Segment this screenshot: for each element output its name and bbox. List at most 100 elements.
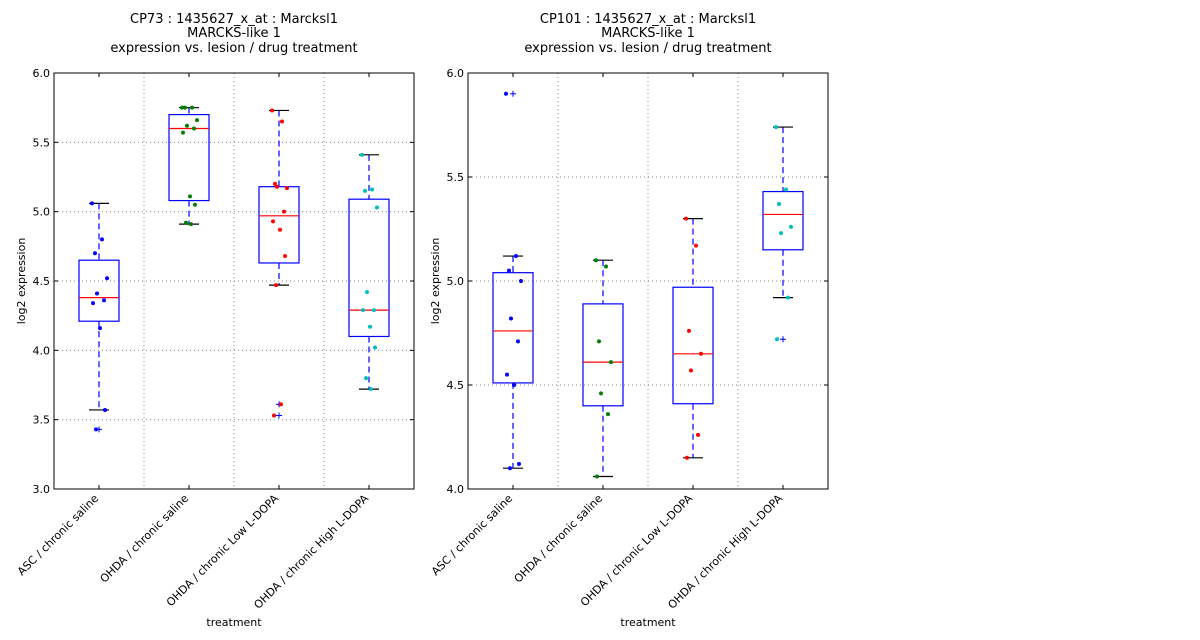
box-iqr: [348, 198, 390, 338]
data-point: [699, 351, 703, 356]
data-point: [516, 339, 520, 344]
data-point: [368, 324, 372, 329]
data-point: [786, 295, 790, 300]
data-point: [361, 308, 365, 313]
data-point: [192, 126, 196, 131]
data-point: [270, 108, 274, 113]
data-point: [519, 279, 523, 283]
chart-title-line-3: expression vs. lesion / drug treatment: [110, 41, 357, 56]
data-point: [98, 326, 102, 331]
y-tick-label: 5.0: [447, 275, 465, 288]
data-point: [687, 328, 691, 333]
y-tick-label: 4.5: [33, 275, 51, 288]
data-point: [272, 413, 276, 418]
data-point: [102, 298, 106, 303]
box-iqr: [78, 259, 120, 322]
y-tick-label: 4.0: [33, 344, 51, 357]
y-tick-label: 4.5: [447, 379, 465, 392]
data-point: [365, 290, 369, 295]
data-point: [274, 283, 278, 288]
data-point: [271, 219, 275, 224]
data-point: [285, 186, 289, 191]
box-3: [672, 216, 714, 460]
box-2: [168, 105, 210, 227]
axes-frame: [467, 72, 829, 490]
data-point: [280, 119, 284, 124]
data-point: [507, 268, 511, 273]
data-point: [789, 224, 793, 229]
chart-title-line-2: MARCKS-like 1: [187, 26, 281, 41]
data-point: [195, 118, 199, 123]
data-point: [609, 360, 613, 365]
data-point: [184, 220, 188, 225]
chart-title-line-3: expression vs. lesion / drug treatment: [524, 41, 771, 56]
data-point: [777, 202, 781, 207]
box-3: [258, 108, 300, 419]
data-point: [508, 466, 512, 471]
data-point: [685, 455, 689, 460]
data-point: [774, 125, 778, 130]
chart-panel-cp73: CP73 : 1435627_x_at : Marcksl1 MARCKS-li…: [15, 12, 415, 629]
y-tick-label: 3.0: [33, 483, 51, 496]
box-iqr: [168, 113, 210, 202]
y-tick-label: 5.5: [447, 171, 465, 184]
chart-title-line-1: CP101 : 1435627_x_at : Marcksl1: [540, 12, 756, 27]
y-tick-label: 6.0: [447, 67, 465, 80]
data-point: [779, 231, 783, 236]
data-point: [594, 258, 598, 263]
box-iqr: [672, 286, 714, 405]
data-point: [775, 337, 779, 342]
data-point: [684, 216, 688, 221]
x-tick-label: OHDA / chronic saline: [512, 492, 606, 586]
data-point: [93, 251, 97, 256]
data-point: [372, 308, 376, 313]
data-point: [364, 376, 368, 381]
data-point: [100, 237, 104, 242]
chart-panel-cp101: CP101 : 1435627_x_at : Marcksl1 MARCKS-l…: [429, 12, 829, 629]
data-point: [512, 383, 516, 387]
data-point: [504, 91, 508, 96]
data-point: [273, 181, 277, 186]
data-point: [784, 187, 788, 192]
data-point: [278, 227, 282, 232]
y-tick-label: 3.5: [33, 414, 51, 427]
data-point: [514, 254, 518, 259]
data-point: [183, 105, 187, 110]
data-point: [604, 264, 608, 269]
x-tick-label: ASC / chronic saline: [429, 492, 515, 578]
box-1: [492, 90, 534, 471]
data-point: [694, 243, 698, 248]
y-tick-label: 4.0: [447, 483, 465, 496]
axes-frame: [53, 72, 415, 490]
x-tick-label: OHDA / chronic saline: [98, 492, 192, 586]
chart-title-line-1: CP73 : 1435627_x_at : Marcksl1: [130, 12, 338, 27]
data-point: [91, 301, 95, 306]
data-point: [185, 123, 189, 128]
data-point: [505, 372, 509, 377]
data-point: [181, 130, 185, 135]
box-iqr: [258, 186, 300, 264]
x-axis-label: treatment: [206, 616, 262, 629]
data-point: [193, 202, 197, 207]
data-point: [517, 462, 521, 467]
y-tick-label: 6.0: [33, 67, 51, 80]
data-point: [94, 427, 98, 432]
data-point: [369, 387, 373, 392]
box-iqr: [762, 190, 804, 251]
data-point: [696, 432, 700, 437]
y-tick-label: 5.5: [33, 136, 51, 149]
data-point: [275, 184, 279, 189]
data-point: [370, 187, 374, 192]
data-point: [282, 209, 286, 214]
data-point: [283, 254, 287, 259]
data-point: [188, 194, 192, 199]
box-4: [348, 152, 390, 392]
y-axis-label: log2 expression: [429, 238, 442, 325]
data-point: [360, 152, 364, 157]
y-tick-label: 5.0: [33, 206, 51, 219]
data-point: [689, 368, 693, 373]
data-point: [189, 222, 193, 227]
data-point: [599, 391, 603, 396]
data-point: [180, 105, 184, 110]
